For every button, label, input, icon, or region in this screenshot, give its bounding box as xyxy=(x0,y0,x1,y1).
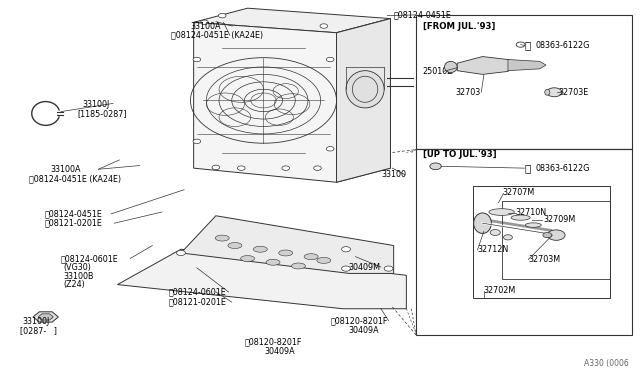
Text: (Z24): (Z24) xyxy=(63,280,85,289)
Text: 33100: 33100 xyxy=(381,170,406,179)
Circle shape xyxy=(326,147,334,151)
Text: Ⓑ08124-0601E: Ⓑ08124-0601E xyxy=(60,254,118,263)
Circle shape xyxy=(320,24,328,28)
Ellipse shape xyxy=(317,257,331,263)
Circle shape xyxy=(212,165,220,170)
Text: Ⓑ08124-0601E: Ⓑ08124-0601E xyxy=(168,288,226,296)
Text: 32712N: 32712N xyxy=(477,245,509,254)
Ellipse shape xyxy=(215,235,229,241)
Circle shape xyxy=(326,57,334,62)
Text: 08363-6122G: 08363-6122G xyxy=(535,41,589,50)
Ellipse shape xyxy=(266,259,280,265)
Ellipse shape xyxy=(279,250,292,256)
Text: 32703E: 32703E xyxy=(559,88,589,97)
Polygon shape xyxy=(457,57,515,74)
Polygon shape xyxy=(118,249,406,309)
Text: Ⓑ08124-0451E: Ⓑ08124-0451E xyxy=(394,10,452,19)
Polygon shape xyxy=(337,19,390,182)
Ellipse shape xyxy=(228,243,242,248)
Ellipse shape xyxy=(444,61,457,73)
Text: 30409A: 30409A xyxy=(348,326,379,335)
Text: Ⓑ08124-0451E: Ⓑ08124-0451E xyxy=(44,209,102,218)
Ellipse shape xyxy=(304,254,318,260)
Text: 30409A: 30409A xyxy=(264,347,295,356)
Circle shape xyxy=(177,250,186,256)
Circle shape xyxy=(314,166,321,170)
Text: 32707M: 32707M xyxy=(503,188,535,197)
Bar xyxy=(473,186,609,298)
Circle shape xyxy=(547,230,565,240)
Ellipse shape xyxy=(525,223,541,227)
Text: Ⓢ: Ⓢ xyxy=(524,41,531,50)
Text: Ⓑ08120-8201F: Ⓑ08120-8201F xyxy=(330,316,388,325)
Circle shape xyxy=(282,166,289,170)
Text: [1185-0287]: [1185-0287] xyxy=(77,109,127,118)
Text: (VG30): (VG30) xyxy=(63,263,92,272)
Text: [FROM JUL.'93]: [FROM JUL.'93] xyxy=(423,22,495,31)
Circle shape xyxy=(200,20,208,25)
Circle shape xyxy=(430,163,441,170)
Polygon shape xyxy=(194,19,390,182)
Bar xyxy=(416,149,632,335)
Text: Ⓑ08121-0201E: Ⓑ08121-0201E xyxy=(168,298,226,307)
Circle shape xyxy=(193,57,200,62)
Text: [0287-   ]: [0287- ] xyxy=(20,327,58,336)
Text: 25010Z: 25010Z xyxy=(423,67,454,76)
Circle shape xyxy=(237,166,245,170)
Text: Ⓑ08121-0201E: Ⓑ08121-0201E xyxy=(44,219,102,228)
Polygon shape xyxy=(181,216,394,273)
Text: 32703M: 32703M xyxy=(528,255,561,264)
Text: A330 (0006: A330 (0006 xyxy=(584,359,629,368)
Text: 33100J: 33100J xyxy=(22,317,49,326)
Polygon shape xyxy=(38,314,53,320)
Text: 33100A: 33100A xyxy=(51,165,81,174)
Circle shape xyxy=(384,266,393,271)
Circle shape xyxy=(342,266,351,271)
Text: 33100B: 33100B xyxy=(63,272,94,280)
Text: 33100A: 33100A xyxy=(191,22,221,31)
Circle shape xyxy=(490,230,500,235)
Ellipse shape xyxy=(241,256,255,262)
Text: 30409M: 30409M xyxy=(348,263,380,272)
Circle shape xyxy=(218,13,226,18)
Text: 33100J: 33100J xyxy=(83,100,110,109)
Circle shape xyxy=(547,88,562,97)
Bar xyxy=(502,201,609,279)
Text: 32703: 32703 xyxy=(456,88,481,97)
Polygon shape xyxy=(508,60,546,71)
Circle shape xyxy=(504,235,513,240)
Text: 32702M: 32702M xyxy=(484,286,516,295)
Text: Ⓑ08124-0451E (KA24E): Ⓑ08124-0451E (KA24E) xyxy=(29,174,121,183)
Text: [UP TO JUL.'93]: [UP TO JUL.'93] xyxy=(423,150,497,159)
Ellipse shape xyxy=(511,215,530,220)
Text: 32709M: 32709M xyxy=(543,215,576,224)
Ellipse shape xyxy=(489,209,515,215)
Text: 08363-6122G: 08363-6122G xyxy=(535,164,589,173)
Circle shape xyxy=(543,232,552,238)
Circle shape xyxy=(342,247,351,252)
Circle shape xyxy=(193,139,200,144)
Ellipse shape xyxy=(474,213,492,234)
Ellipse shape xyxy=(346,71,384,108)
Text: Ⓑ08120-8201F: Ⓑ08120-8201F xyxy=(244,337,302,346)
Polygon shape xyxy=(33,312,58,322)
Ellipse shape xyxy=(545,89,550,95)
Text: Ⓑ08124-0451E (KA24E): Ⓑ08124-0451E (KA24E) xyxy=(172,31,264,40)
Bar xyxy=(416,15,632,149)
Ellipse shape xyxy=(291,263,305,269)
Polygon shape xyxy=(194,8,390,33)
Ellipse shape xyxy=(253,246,268,252)
Text: 32710N: 32710N xyxy=(516,208,547,217)
Text: Ⓢ: Ⓢ xyxy=(524,163,531,173)
